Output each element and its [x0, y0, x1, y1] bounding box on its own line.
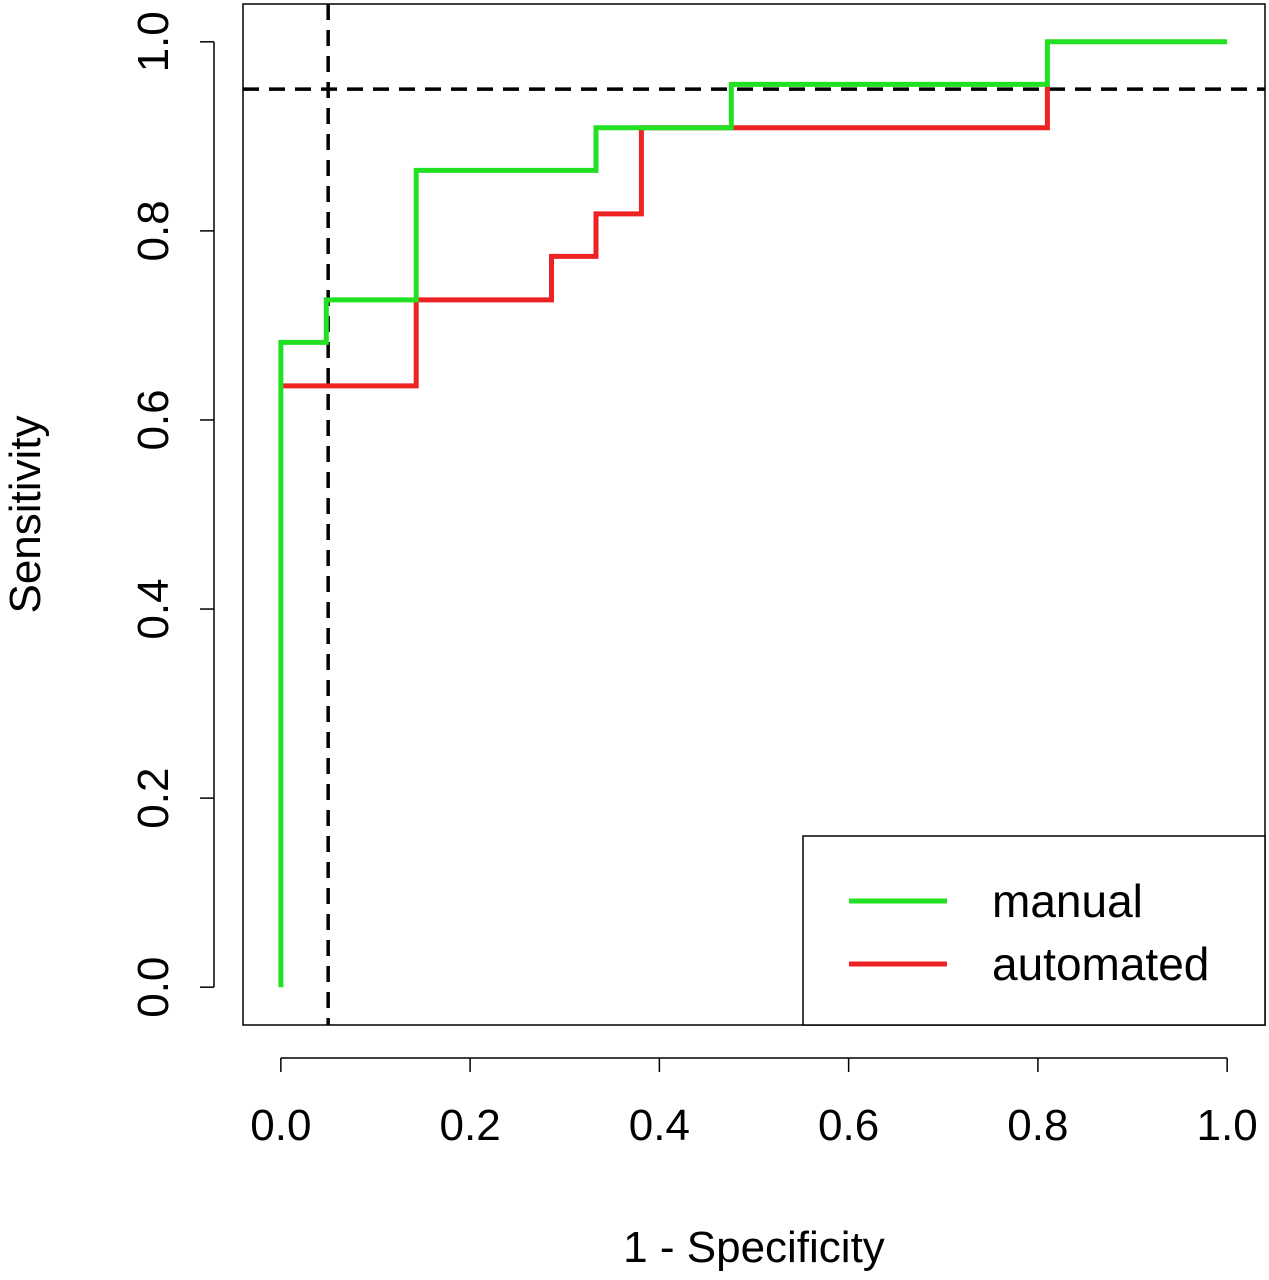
y-tick-label: 0.6: [129, 389, 178, 450]
x-tick-label: 0.2: [440, 1101, 501, 1150]
x-tick-label: 1.0: [1197, 1101, 1258, 1150]
legend-label-manual: manual: [992, 875, 1143, 927]
y-tick-label: 0.0: [129, 957, 178, 1018]
x-tick-label: 0.6: [818, 1101, 879, 1150]
plot-area: [242, 3, 1266, 1026]
x-tick-label: 0.8: [1007, 1101, 1068, 1150]
legend-box: [802, 835, 1266, 1026]
y-axis: 0.0 0.2 0.4 0.6 0.8 1.0: [129, 11, 215, 1018]
y-tick-label: 0.4: [129, 578, 178, 639]
y-tick-label: 1.0: [129, 11, 178, 72]
reference-lines: [243, 4, 1265, 1025]
series-line-automated: [280, 84, 1050, 389]
legend-label-automated: automated: [992, 938, 1209, 990]
series-layer: [278, 39, 1228, 988]
series-line-manual: [278, 39, 1228, 988]
x-tick-label: 0.0: [250, 1101, 311, 1150]
y-tick-label: 0.2: [129, 768, 178, 829]
plot-frame: [242, 3, 1266, 1026]
x-tick-label: 0.4: [629, 1101, 690, 1150]
y-tick-label: 0.8: [129, 200, 178, 261]
x-axis-title: 1 - Specificity: [623, 1223, 885, 1272]
legend: manual automated: [802, 835, 1266, 1026]
x-axis: 0.0 0.2 0.4 0.6 0.8 1.0: [250, 1057, 1258, 1150]
y-axis-title: Sensitivity: [1, 415, 50, 613]
